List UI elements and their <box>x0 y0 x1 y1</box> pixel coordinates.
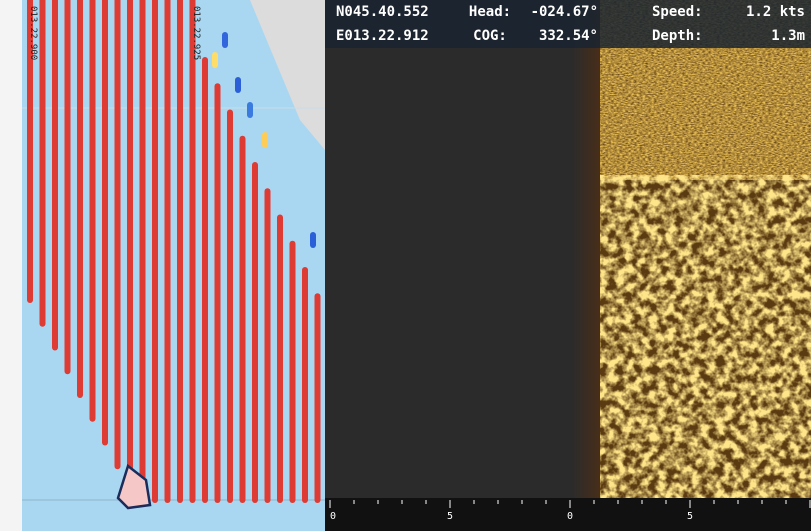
sonar-texture <box>600 175 811 531</box>
map[interactable]: 013.22.900 013.22.925 <box>0 0 325 531</box>
shore <box>0 0 22 531</box>
depth-point <box>247 102 253 118</box>
boat <box>116 463 152 510</box>
water <box>0 0 325 531</box>
header-bar <box>325 0 811 48</box>
header: N045.40.552 Head: -024.67° Speed: 1.2 kts E01… <box>336 4 805 44</box>
scale-ticks: 0 5 0 5 <box>329 500 811 522</box>
scale-label: 0 <box>330 511 336 522</box>
field-value: 1.3m <box>771 28 805 44</box>
position: N045.40.552 <box>336 4 429 20</box>
depth-point <box>235 77 241 93</box>
field-value: 332.54° <box>539 28 598 44</box>
field-label: Speed: <box>652 4 703 20</box>
depth-point <box>310 232 316 248</box>
depth-point <box>212 52 218 68</box>
scale-label: 5 <box>687 511 693 522</box>
depth-point <box>262 132 268 148</box>
scale-bar <box>325 498 811 531</box>
sonar-view <box>325 0 811 531</box>
scale-label: 0 <box>567 511 573 522</box>
field-value: -024.67° <box>531 4 598 20</box>
grid-label: 013.22.900 <box>28 6 38 60</box>
grid-label: 013.22.925 <box>191 6 201 60</box>
field-label: COG: <box>473 28 507 44</box>
scale-label: 5 <box>447 511 453 522</box>
depth-point <box>222 32 228 48</box>
land <box>250 0 325 150</box>
field-label: Depth: <box>652 28 703 44</box>
survey-tracks <box>27 0 321 503</box>
field-label: Head: <box>469 4 511 20</box>
field-value: 1.2 kts <box>746 4 805 20</box>
position: E013.22.912 <box>336 28 429 44</box>
sonar-edge <box>572 0 602 531</box>
